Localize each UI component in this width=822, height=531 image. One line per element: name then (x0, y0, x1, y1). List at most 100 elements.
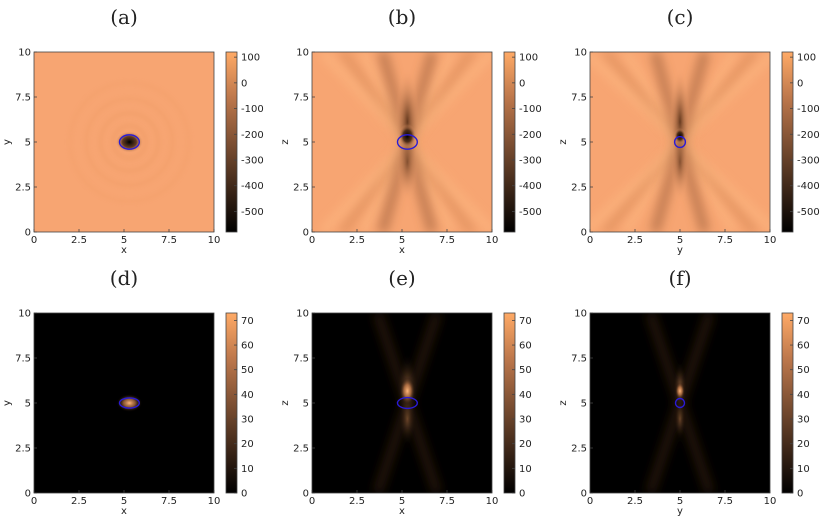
colorbar-tick-label: -200 (797, 130, 820, 141)
y-tick-label: 10 (18, 309, 31, 320)
x-tick-label: 10 (764, 235, 777, 246)
y-tick-label: 5 (25, 399, 31, 410)
x-tick-label: 5 (677, 235, 683, 246)
colorbar-tick-label: -300 (797, 156, 820, 167)
y-tick-label: 7.5 (15, 354, 31, 365)
x-axis-label: x (399, 245, 405, 256)
x-tick-label: 10 (208, 496, 221, 507)
x-tick-label: 2.5 (349, 235, 365, 246)
colorbar-tick-label: -400 (797, 181, 820, 192)
colorbar-tick-label: 0 (241, 78, 247, 89)
x-axis-label: y (677, 245, 683, 256)
x-axis-label: x (121, 245, 127, 256)
chart-panel-2: (b)0 2.5 5 7.5 1002.557.510xz1000-100-200-30… (280, 5, 542, 256)
x-tick-label: 2.5 (71, 235, 87, 246)
contour-line (118, 134, 140, 150)
contour-line (396, 134, 418, 150)
y-tick-label: 2.5 (15, 183, 31, 194)
x-tick-label: 10 (486, 235, 499, 246)
colorbar-tick-label: 0 (241, 489, 247, 500)
colorbar-tick-label: -200 (241, 130, 264, 141)
x-tick-label: 0 (309, 496, 315, 507)
x-tick-label: 10 (208, 235, 221, 246)
colorbar-tick-label: -100 (519, 104, 542, 115)
ripple-ring (69, 81, 190, 203)
y-tick-label: 7.5 (15, 93, 31, 104)
x-axis-label: x (121, 506, 127, 517)
panel-label: (e) (388, 266, 415, 290)
y-tick-label: 0 (581, 228, 587, 239)
colorbar-tick-label: 40 (797, 390, 810, 401)
ripple-ring (99, 112, 160, 172)
heatmap (34, 52, 214, 232)
colorbar (781, 51, 794, 233)
ripple-ring (85, 97, 174, 187)
heatmap (590, 313, 770, 493)
colorbar-tick-label: 20 (519, 439, 532, 450)
colorbar-tick-label: 100 (797, 53, 816, 64)
x-tick-label: 0 (587, 235, 593, 246)
colorbar-tick-label: -200 (519, 130, 542, 141)
colorbar (503, 312, 516, 494)
colorbar-tick-label: -500 (241, 207, 264, 218)
contour-line (674, 397, 686, 409)
x-tick-label: 7.5 (717, 496, 733, 507)
colorbar-tick-label: 10 (241, 464, 254, 475)
panel-label: (b) (388, 5, 416, 29)
colorbar-tick-label: 0 (797, 489, 803, 500)
colorbar-tick-label: 60 (519, 341, 532, 352)
y-tick-label: 5 (25, 138, 31, 149)
colorbar-tick-label: 70 (797, 316, 810, 327)
colorbar-tick-label: 40 (519, 390, 532, 401)
colorbar-tick-label: 100 (241, 53, 260, 64)
y-tick-label: 7.5 (571, 93, 587, 104)
y-tick-label: 2.5 (15, 444, 31, 455)
contour-line (118, 397, 140, 409)
colorbar-tick-label: 70 (241, 316, 254, 327)
contour-line (673, 135, 687, 149)
colorbar-tick-label: 70 (519, 316, 532, 327)
y-axis-label: z (558, 139, 569, 144)
colorbar-tick-label: 50 (797, 365, 810, 376)
y-tick-label: 5 (303, 138, 309, 149)
y-axis-label: z (280, 139, 291, 144)
y-tick-label: 10 (574, 309, 587, 320)
colorbar-tick-label: -500 (797, 207, 820, 218)
colorbar-tick-label: 20 (797, 439, 810, 450)
x-tick-label: 5 (121, 235, 127, 246)
y-tick-label: 5 (303, 399, 309, 410)
x-tick-label: 10 (764, 496, 777, 507)
chart-panel-1: (a)0 2.5 5 7.5 1002.557.510xy1000-100-200-30… (2, 5, 264, 256)
y-tick-label: 2.5 (571, 183, 587, 194)
x-tick-label: 0 (31, 496, 37, 507)
colorbar-tick-label: 50 (241, 365, 254, 376)
colorbar-tick-label: 60 (797, 341, 810, 352)
dark-core (398, 124, 417, 148)
y-tick-label: 2.5 (293, 444, 309, 455)
colorbar-tick-label: -400 (241, 181, 264, 192)
x-tick-label: 2.5 (627, 235, 643, 246)
colorbar-tick-label: 100 (519, 53, 538, 64)
y-tick-label: 10 (574, 48, 587, 59)
colorbar-tick-label: -300 (241, 156, 264, 167)
colorbar (225, 51, 238, 233)
panel-label: (d) (110, 266, 138, 290)
y-axis-label: y (2, 139, 13, 145)
x-tick-label: 5 (399, 496, 405, 507)
y-axis-label: z (558, 400, 569, 405)
y-axis-label: z (280, 400, 291, 405)
y-tick-label: 0 (581, 489, 587, 500)
heatmap (590, 52, 770, 232)
colorbar-tick-label: 0 (797, 78, 803, 89)
bright-lobe (398, 391, 417, 447)
colorbar-tick-label: 0 (519, 489, 525, 500)
y-tick-label: 7.5 (293, 93, 309, 104)
colorbar-tick-label: -100 (797, 104, 820, 115)
chart-panel-5: (e) 0 2.5 5 7.5 10 0 2.5 5 7.5 10 x z 70 60 50 40 30 20 10 0 (280, 266, 532, 517)
colorbar-tick-label: 40 (241, 390, 254, 401)
x-tick-label: 2.5 (349, 496, 365, 507)
colorbar-tick-label: -400 (519, 181, 542, 192)
chart-panel-3: (c)0 2.5 5 7.5 1002.557.510yz1000-100-200-30… (558, 5, 820, 256)
colorbar-tick-label: 30 (519, 415, 532, 426)
